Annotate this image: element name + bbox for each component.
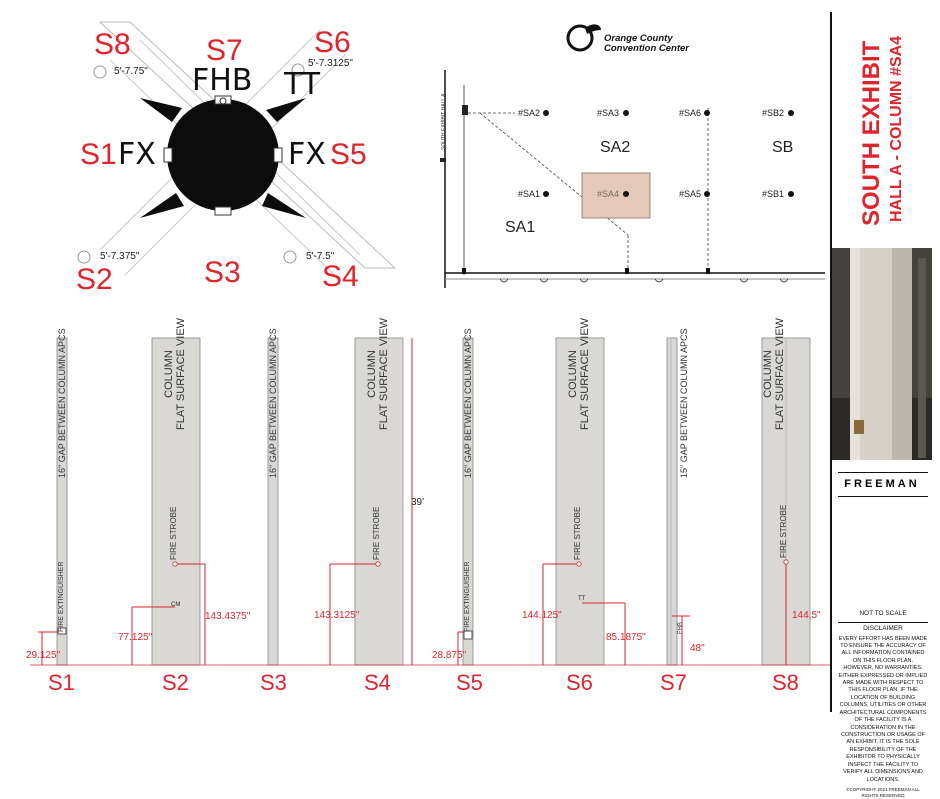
disclaimer-text: EVERY EFFORT HAS BEEN MADE TO ENSURE THE…: [838, 635, 928, 783]
brand-rule-top: [838, 472, 928, 473]
floorplan-column-sa5: #SA5: [679, 189, 702, 199]
s5-fire-ext-label: FIRE EXTINGUISHER: [464, 561, 471, 632]
bottom-label-s8: S8: [772, 670, 799, 695]
face-label-s3: S3: [204, 256, 241, 289]
feature-fx-left: FX: [118, 137, 156, 172]
brand-rule-bottom: [838, 496, 928, 497]
feature-fx-right: FX: [288, 137, 326, 172]
s8-column-line2: FLAT SURFACE VIEW: [774, 317, 787, 430]
sidebar-subtitle: HALL A - COLUMN #SA4: [888, 35, 905, 222]
s2-fire-strobe-label: FIRE STROBE: [169, 506, 178, 560]
elevation-s6: [555, 337, 605, 666]
bottom-label-s6: S6: [566, 670, 593, 695]
zone-sa2: SA2: [600, 139, 631, 156]
s7-dim: 48": [690, 643, 705, 654]
bottom-label-s7: S7: [660, 670, 687, 695]
floorplan-column-sa6: #SA6: [679, 108, 702, 118]
s1-gap-label: 16" GAP BETWEEN COLUMN APCS: [57, 328, 67, 478]
distance-s4: 5'-7.5": [306, 251, 335, 262]
face-label-s5: S5: [330, 138, 367, 171]
bottom-label-s5: S5: [456, 670, 483, 695]
s2-column-label: COLUMN FLAT SURFACE VIEW: [163, 318, 187, 430]
face-label-s4: S4: [322, 260, 359, 293]
distance-s2: 5'-7.375": [100, 251, 140, 262]
s6-tt-label: TT: [578, 596, 586, 602]
floorplan-column-sa2: #SA2: [518, 108, 541, 118]
column-circle: [167, 99, 279, 211]
s6-dim-high: 144.125": [522, 610, 562, 621]
s8-column-line1: COLUMN: [762, 350, 774, 398]
bottom-label-s2: S2: [162, 670, 189, 695]
face-label-s2: S2: [76, 263, 113, 296]
s6-fire-strobe-label: FIRE STROBE: [573, 506, 582, 560]
s6-column-line1: COLUMN: [567, 350, 579, 398]
feature-fhb: FHB: [192, 63, 253, 98]
venue-name-line1: Orange County: [604, 33, 673, 44]
column-plan-diagram: [77, 21, 397, 281]
venue-name-line2: Convention Center: [604, 42, 689, 54]
s4-height-dim: 39': [411, 497, 425, 508]
s5-dim: 28.875": [432, 650, 467, 661]
s2-column-line2: FLAT SURFACE VIEW: [175, 317, 188, 430]
s4-column-line2: FLAT SURFACE VIEW: [378, 317, 391, 430]
s4-fire-strobe-label: FIRE STROBE: [372, 506, 381, 560]
floorplan-map: [440, 70, 825, 288]
face-label-s1: S1: [80, 138, 117, 171]
s2-cm-label: CM: [171, 602, 181, 608]
elevation-s4: [354, 337, 404, 666]
s3-gap-label: 16" GAP BETWEEN COLUMN APCS: [268, 328, 278, 478]
face-label-s6: S6: [314, 26, 351, 59]
s8-column-label: COLUMN FLAT SURFACE VIEW: [762, 318, 786, 430]
s1-dim: 29.125": [26, 650, 61, 661]
s7-gap-label: 15" GAP BETWEEN COLUMN APCS: [679, 328, 689, 478]
s6-column-line2: FLAT SURFACE VIEW: [579, 317, 592, 430]
elevation-views: [30, 337, 830, 666]
s1-fire-ext-label: FIRE EXTINGUISHER: [58, 561, 65, 632]
brand-logo: FREEMAN: [844, 478, 920, 490]
floorplan-column-sb1: #SB1: [762, 189, 785, 199]
s8-dim: 144.5": [792, 610, 821, 621]
highlight-box: [581, 172, 651, 219]
floorplan-hall-label: SOUTH EXHIBIT HALL A: [441, 93, 447, 150]
floorplan-column-sb2: #SB2: [762, 108, 785, 118]
disclaimer-block: NOT TO SCALE DISCLAIMER EVERY EFFORT HAS…: [838, 610, 928, 799]
distance-s6: 5'-7.3125": [308, 58, 353, 69]
floorplan-column-sa4: #SA4: [597, 189, 620, 199]
zone-sa1: SA1: [505, 219, 536, 236]
sidebar-title: SOUTH EXHIBIT: [858, 40, 885, 226]
face-label-s8: S8: [94, 28, 131, 61]
s5-gap-label: 16" GAP BETWEEN COLUMN APCS: [463, 328, 473, 478]
distance-s8: 5'-7.75": [114, 66, 148, 77]
s2-column-line1: COLUMN: [163, 350, 175, 398]
s8-fire-strobe-label: FIRE STROBE: [779, 504, 788, 558]
s4-dim: 143.3125": [314, 610, 360, 621]
bottom-label-s1: S1: [48, 670, 75, 695]
s4-column-line1: COLUMN: [366, 350, 378, 398]
venue-name: Orange County Convention Center: [604, 34, 689, 54]
bottom-label-s4: S4: [364, 670, 391, 695]
s4-column-label: COLUMN FLAT SURFACE VIEW: [366, 318, 390, 430]
floorplan-column-sa3: #SA3: [597, 108, 620, 118]
s2-dim-high: 143.4375": [205, 611, 251, 622]
s7-fhb-label: FHB: [678, 622, 684, 634]
s6-column-label: COLUMN FLAT SURFACE VIEW: [567, 318, 591, 430]
floorplan-column-sa1: #SA1: [518, 189, 541, 199]
face-label-s7: S7: [206, 34, 243, 67]
s2-dim-low: 77.125": [118, 632, 153, 643]
column-photo: [832, 248, 932, 460]
not-to-scale: NOT TO SCALE: [859, 610, 907, 617]
copyright: ©COPYRIGHT 2021 FREEMAN ALL RIGHTS RESER…: [846, 786, 920, 799]
bottom-label-s3: S3: [260, 670, 287, 695]
zone-sb: SB: [772, 139, 794, 156]
s6-dim-low: 85.1875": [606, 632, 646, 643]
venue-logo-icon: [566, 24, 601, 52]
feature-tt: TT: [284, 67, 321, 102]
elevation-s2: [151, 337, 201, 666]
disclaimer-title: DISCLAIMER: [838, 621, 928, 634]
